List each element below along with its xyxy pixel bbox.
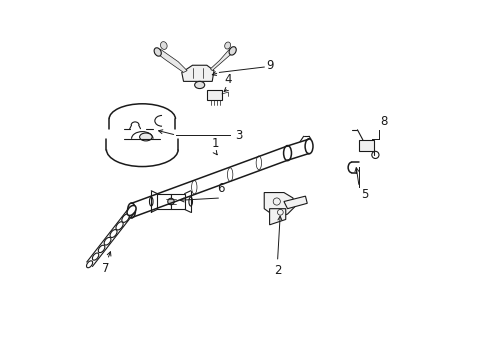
Polygon shape [182, 65, 214, 81]
Text: 9: 9 [265, 59, 273, 72]
Ellipse shape [122, 214, 129, 222]
Ellipse shape [127, 203, 135, 218]
Ellipse shape [98, 245, 104, 253]
Ellipse shape [167, 198, 174, 205]
Ellipse shape [104, 237, 111, 245]
Ellipse shape [228, 47, 236, 55]
Text: 3: 3 [235, 129, 243, 142]
Polygon shape [210, 48, 231, 71]
Bar [171, 194, 184, 210]
Ellipse shape [127, 206, 136, 216]
Polygon shape [284, 196, 306, 209]
Ellipse shape [224, 42, 230, 49]
Ellipse shape [86, 261, 92, 268]
Polygon shape [158, 49, 187, 72]
Text: 7: 7 [102, 262, 109, 275]
Ellipse shape [127, 206, 135, 215]
Text: 8: 8 [379, 115, 386, 128]
Text: 6: 6 [217, 183, 224, 195]
Ellipse shape [149, 197, 153, 206]
Text: 1: 1 [211, 137, 219, 150]
FancyBboxPatch shape [206, 90, 222, 100]
Ellipse shape [92, 253, 99, 260]
Text: 2: 2 [273, 264, 281, 277]
Ellipse shape [305, 139, 312, 154]
Ellipse shape [154, 48, 161, 56]
Bar [358, 140, 373, 151]
Ellipse shape [188, 197, 192, 206]
Circle shape [371, 151, 378, 158]
Ellipse shape [160, 42, 167, 49]
Polygon shape [269, 209, 285, 225]
Text: 4: 4 [224, 73, 232, 86]
Ellipse shape [283, 145, 291, 161]
Ellipse shape [194, 81, 204, 89]
Bar [157, 194, 171, 210]
Ellipse shape [116, 222, 123, 230]
Ellipse shape [139, 133, 152, 141]
Text: 5: 5 [360, 188, 367, 201]
Ellipse shape [110, 230, 117, 238]
Polygon shape [264, 193, 294, 218]
